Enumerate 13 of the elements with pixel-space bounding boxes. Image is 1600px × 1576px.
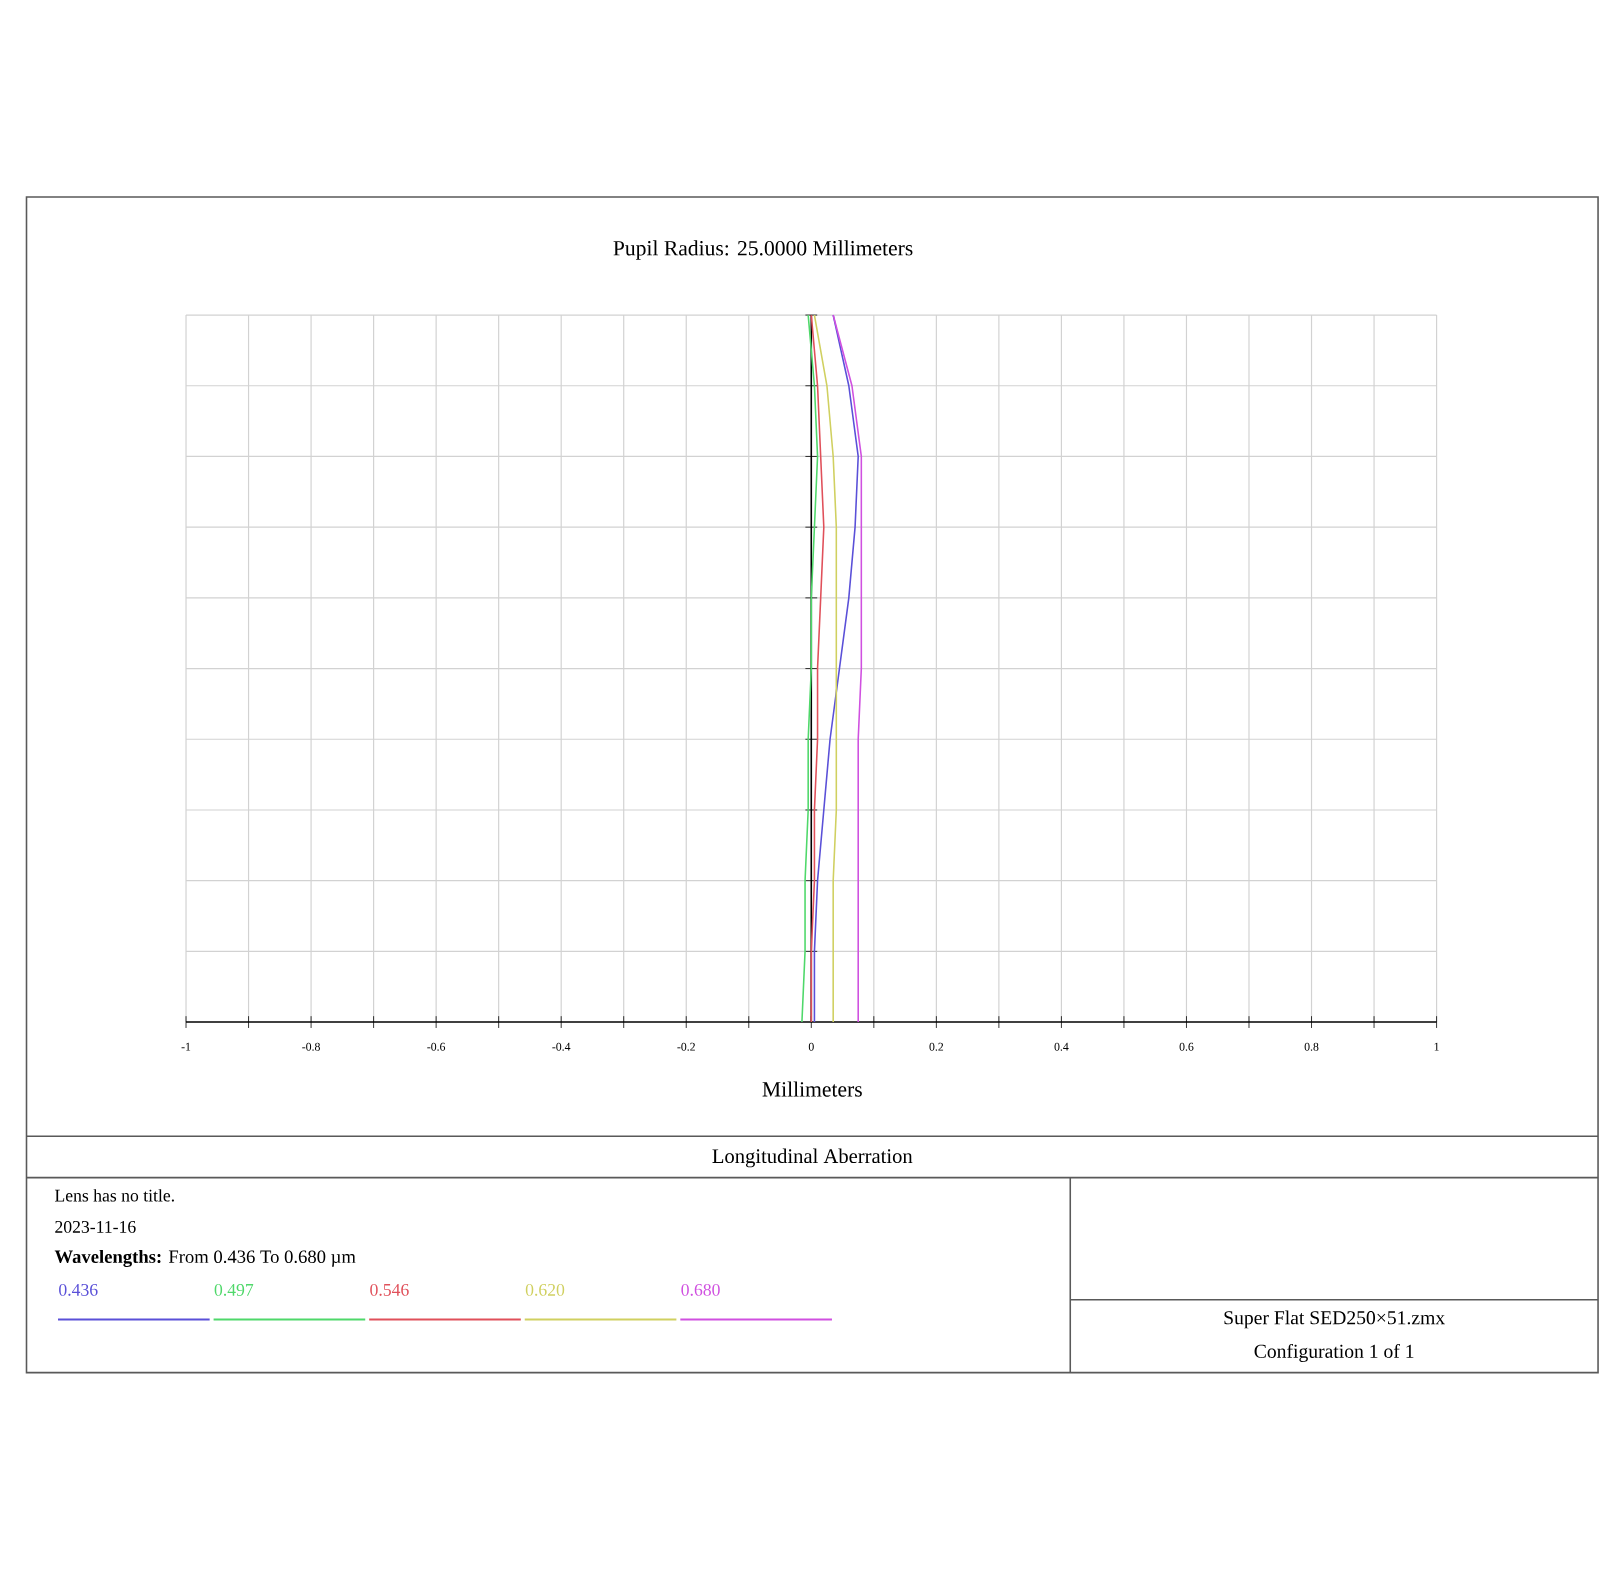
text: Configuration 1 of 1 [1254, 1344, 1414, 1363]
text: Longitudinal Aberration [712, 1148, 913, 1168]
x-axis-title: Millimeters [762, 1081, 862, 1097]
text: 0.680 [681, 1284, 720, 1297]
text: Super Flat SED250×51.zmx [1224, 1310, 1445, 1329]
text: 2023-11-16 [55, 1221, 136, 1234]
legend-title: Wavelengths: From 0.436 To 0.680 µm [54, 1250, 356, 1268]
text: 0.497 [214, 1284, 254, 1297]
text: 0.436 [59, 1284, 98, 1297]
text: Lens has no title. [54, 1189, 174, 1202]
chart-title: Pupil Radius: 25.0000 Millimeters [613, 240, 913, 261]
text: 0.546 [370, 1284, 409, 1297]
text: 0.620 [525, 1284, 565, 1297]
